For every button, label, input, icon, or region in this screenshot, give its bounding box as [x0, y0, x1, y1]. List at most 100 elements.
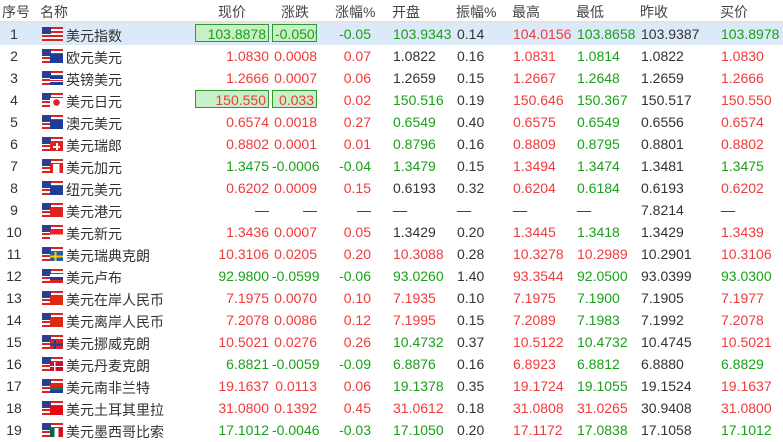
table-row[interactable]: 6 美元瑞郎 0.8802 0.0001 0.01 0.8796 0.16 0.8809 0.8… — [0, 133, 783, 155]
instrument-name[interactable]: 欧元美元 — [66, 50, 122, 66]
header-open[interactable]: 开盘 — [392, 4, 420, 20]
instrument-name[interactable]: 澳元美元 — [66, 116, 122, 132]
cell-bid: 19.1637 — [721, 378, 772, 394]
cell-amp: 0.15 — [457, 70, 485, 86]
cell-amp: 0.19 — [457, 92, 485, 108]
header-name[interactable]: 名称 — [40, 4, 68, 20]
table-row[interactable]: 4 美元日元 150.550 0.033 0.02 150.516 0.19 150.646 1… — [0, 89, 783, 111]
cell-open: 31.0612 — [393, 400, 444, 416]
header-high[interactable]: 最高 — [512, 4, 540, 20]
flag-icon-au — [42, 115, 63, 129]
cell-open: 103.9343 — [393, 26, 452, 42]
table-row[interactable]: 2 欧元美元 1.0830 0.0008 0.07 1.0822 0.16 1.0831 1.0… — [0, 45, 783, 67]
cell-change: 0.0001 — [274, 136, 317, 152]
cell-prev: 7.1992 — [641, 312, 684, 328]
header-prev[interactable]: 昨收 — [640, 4, 668, 20]
instrument-name[interactable]: 美元在岸人民币 — [66, 292, 164, 308]
cell-price: 0.6202 — [226, 180, 269, 196]
header-low[interactable]: 最低 — [576, 4, 604, 20]
cell-amp: — — [457, 202, 471, 218]
instrument-name[interactable]: 英镑美元 — [66, 72, 122, 88]
cell-amp: 0.35 — [457, 378, 485, 394]
cell-bid: — — [721, 202, 735, 218]
table-row[interactable]: 11 美元瑞典克朗 10.3106 0.0205 0.20 10.3088 0.28 10.3… — [0, 243, 783, 265]
header-price[interactable]: 现价 — [218, 4, 246, 20]
cell-price: — — [255, 202, 269, 218]
instrument-name[interactable]: 美元瑞郎 — [66, 138, 122, 154]
table-row[interactable]: 9 美元港元 — — — — — — — 7.8214 — — [0, 199, 783, 221]
cell-price: 31.0800 — [218, 400, 269, 416]
instrument-name[interactable]: 美元瑞典克朗 — [66, 248, 150, 264]
table-row[interactable]: 10 美元新元 1.3436 0.0007 0.05 1.3429 0.20 1.3445 1.… — [0, 221, 783, 243]
cell-open: 0.8796 — [393, 136, 436, 152]
table-row[interactable]: 16 美元丹麦克朗 6.8821 -0.0059 -0.09 6.8876 0.16 6.89… — [0, 353, 783, 375]
cell-bid: 1.2666 — [721, 70, 764, 86]
instrument-name[interactable]: 美元新元 — [66, 226, 122, 242]
cell-open: 7.1935 — [393, 290, 436, 306]
header-amp[interactable]: 振幅% — [456, 4, 497, 20]
cell-prev: 1.0822 — [641, 48, 684, 64]
header-bid[interactable]: 买价 — [720, 4, 748, 20]
table-row[interactable]: 12 美元卢布 92.9800 -0.0599 -0.06 93.0260 1.40 93.3… — [0, 265, 783, 287]
table-row[interactable]: 19 美元墨西哥比索 17.1012 -0.0046 -0.03 17.1050 0.20 1… — [0, 419, 783, 441]
table-row[interactable]: 3 英镑美元 1.2666 0.0007 0.06 1.2659 0.15 1.2667 1.2… — [0, 67, 783, 89]
table-row[interactable]: 18 美元土耳其里拉 31.0800 0.1392 0.45 31.0612 0.18 31.… — [0, 397, 783, 419]
header-change[interactable]: 涨跌 — [281, 4, 309, 20]
row-number: 4 — [10, 92, 18, 108]
instrument-name[interactable]: 美元港元 — [66, 204, 122, 220]
cell-pct: 0.45 — [343, 400, 371, 416]
instrument-name[interactable]: 美元南非兰特 — [66, 380, 150, 396]
table-row[interactable]: 5 澳元美元 0.6574 0.0018 0.27 0.6549 0.40 0.6575 0.6… — [0, 111, 783, 133]
flag-icon-no — [42, 335, 63, 349]
cell-price: 1.0830 — [226, 48, 269, 64]
cell-price: 6.8821 — [226, 356, 269, 372]
row-number: 19 — [6, 422, 22, 438]
cell-low: 17.0838 — [577, 422, 628, 438]
cell-amp: 0.16 — [457, 48, 485, 64]
cell-price: 7.2078 — [226, 312, 269, 328]
cell-amp: 0.40 — [457, 114, 485, 130]
instrument-name[interactable]: 美元挪威克朗 — [66, 336, 150, 352]
table-row[interactable]: 14 美元离岸人民币 7.2078 0.0086 0.12 7.1995 0.15 7.208… — [0, 309, 783, 331]
instrument-name[interactable]: 美元加元 — [66, 160, 122, 176]
instrument-name[interactable]: 美元墨西哥比索 — [66, 424, 164, 440]
cell-open: 0.6193 — [393, 180, 436, 196]
table-row[interactable]: 8 纽元美元 0.6202 0.0009 0.15 0.6193 0.32 0.6204 0.6… — [0, 177, 783, 199]
instrument-name[interactable]: 美元离岸人民币 — [66, 314, 164, 330]
cell-change: 0.0113 — [275, 378, 317, 394]
cell-pct: 0.05 — [343, 224, 371, 240]
cell-prev: 0.8801 — [641, 136, 684, 152]
instrument-name[interactable]: 美元卢布 — [66, 270, 122, 286]
instrument-name[interactable]: 美元丹麦克朗 — [66, 358, 150, 374]
instrument-name[interactable]: 美元指数 — [66, 28, 122, 44]
table-row[interactable]: 15 美元挪威克朗 10.5021 0.0276 0.26 10.4732 0.37 10.5… — [0, 331, 783, 353]
cell-open: 10.4732 — [393, 334, 444, 350]
instrument-name[interactable]: 美元土耳其里拉 — [66, 402, 164, 418]
flag-icon-hk — [42, 203, 63, 217]
cell-amp: 0.10 — [457, 290, 485, 306]
instrument-name[interactable]: 纽元美元 — [66, 182, 122, 198]
table-row[interactable]: 17 美元南非兰特 19.1637 0.0113 0.06 19.1378 0.35 19.1… — [0, 375, 783, 397]
cell-bid: 17.1012 — [721, 422, 772, 438]
cell-change: 0.033 — [272, 90, 317, 108]
header-no[interactable]: 序号 — [2, 4, 30, 20]
cell-amp: 0.16 — [457, 356, 485, 372]
table-row[interactable]: 7 美元加元 1.3475 -0.0006 -0.04 1.3479 0.15 1.3494 1… — [0, 155, 783, 177]
flag-icon-tr — [42, 401, 63, 415]
instrument-name[interactable]: 美元日元 — [66, 94, 122, 110]
table-row[interactable]: 13 美元在岸人民币 7.1975 0.0070 0.10 7.1935 0.10 7.197… — [0, 287, 783, 309]
cell-high: 31.0808 — [513, 400, 564, 416]
table-row[interactable]: 1 美元指数 103.8878-0.0509 -0.05 103.9343 0.14 104… — [0, 23, 783, 45]
cell-high: 150.646 — [513, 92, 564, 108]
cell-pct: 0.10 — [343, 290, 371, 306]
cell-pct: 0.06 — [343, 378, 371, 394]
row-number: 16 — [6, 356, 22, 372]
cell-prev: 19.1524 — [641, 378, 692, 394]
cell-change: 0.1392 — [274, 400, 317, 416]
cell-amp: 0.18 — [457, 400, 485, 416]
header-pct[interactable]: 涨幅% — [335, 4, 376, 20]
cell-bid: 1.3439 — [721, 224, 764, 240]
cell-amp: 0.20 — [457, 224, 485, 240]
cell-change: -0.0509 — [272, 24, 317, 42]
cell-prev: 7.8214 — [641, 202, 684, 218]
